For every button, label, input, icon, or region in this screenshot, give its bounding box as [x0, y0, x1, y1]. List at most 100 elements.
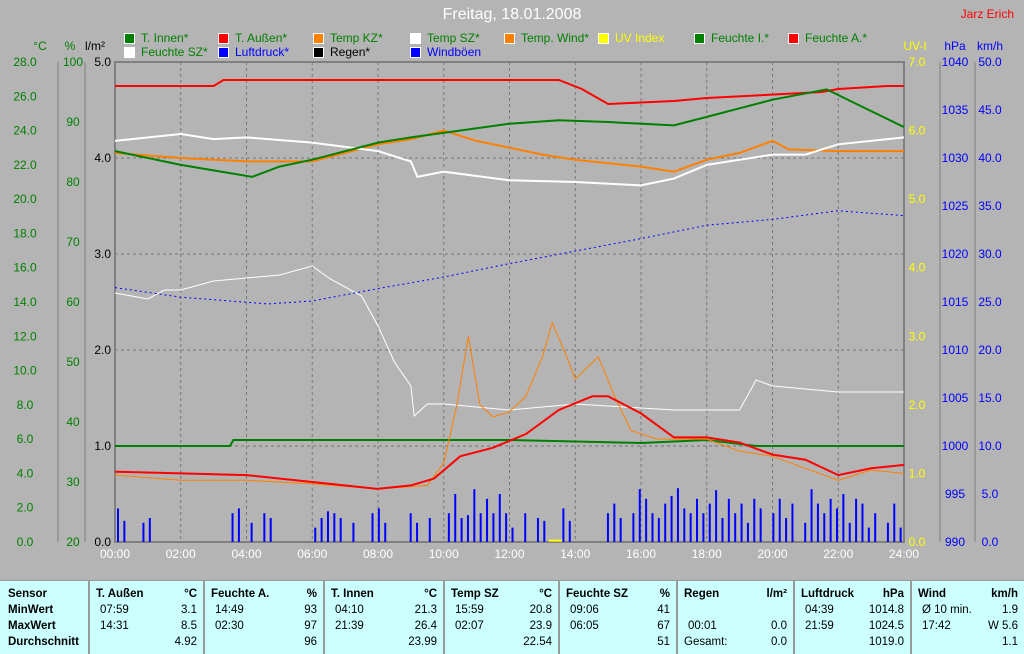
chart: 00:00 02:00 04:00 06:00 08:00 10:00 12:00 14:00…: [13, 39, 1003, 561]
axis-tick-label: 14.0: [13, 295, 37, 309]
axis-tick-label: 1.0: [94, 439, 111, 453]
x-tick-label: 16:00: [626, 547, 656, 561]
axis-tick-label: 26.0: [13, 89, 37, 103]
axis-tick-label: 1000: [942, 439, 969, 453]
legend-swatch-icon: [218, 46, 229, 58]
windboeen-bar: [829, 498, 832, 542]
windboeen-bar: [123, 520, 126, 542]
windboeen-bar: [606, 513, 609, 542]
axis-tick-label: 20.0: [13, 192, 37, 206]
min-value: 20.8: [529, 604, 552, 616]
windboeen-bar: [352, 522, 355, 542]
max-time: 14:31: [100, 620, 129, 632]
windboeen-bar: [836, 508, 839, 542]
axis-tick-label: 40.0: [978, 151, 1002, 165]
windboeen-bar: [454, 494, 457, 542]
x-tick-label: 10:00: [429, 547, 459, 561]
row-label: MaxWert: [8, 620, 56, 632]
column-unit: %: [306, 588, 317, 600]
axis-tick-label: 80: [66, 175, 80, 189]
legend-item[interactable]: Windböen: [410, 45, 481, 59]
axis-tick-label: 2.0: [909, 398, 926, 412]
axis-tick-label: 1005: [942, 391, 969, 405]
windboeen-bar: [734, 513, 737, 542]
series-line-temp-sz: [114, 132, 905, 187]
axis-tick-label: 5.0: [982, 487, 999, 501]
axis-tick-label: 50: [66, 355, 80, 369]
min-value: 1.9: [1002, 604, 1018, 616]
windboeen-bar: [409, 513, 412, 542]
windboeen-bar: [816, 503, 819, 542]
axis-tick-label: 1040: [942, 55, 969, 69]
legend-item[interactable]: Regen*: [313, 45, 370, 59]
legend-item[interactable]: T. Innen*: [124, 31, 188, 45]
windboeen-bar: [524, 513, 527, 542]
windboeen-bar: [759, 508, 762, 542]
max-time: 21:39: [335, 620, 364, 632]
max-time: 02:07: [455, 620, 484, 632]
windboeen-bar: [237, 508, 240, 542]
column-name: T. Außen: [96, 588, 144, 600]
legend-item[interactable]: UV Index: [598, 31, 664, 45]
legend-item[interactable]: Temp KZ*: [313, 31, 383, 45]
x-tick-label: 04:00: [231, 547, 261, 561]
column-name: Luftdruck: [801, 588, 855, 600]
axis-tick-label: 4.0: [94, 151, 111, 165]
windboeen-bar: [371, 513, 374, 542]
windboeen-bar: [536, 518, 539, 542]
column-name: Temp SZ: [451, 588, 499, 600]
stats-column: Temp SZ °C 15:59 20.8 02:07 23.9 22.54: [445, 581, 560, 654]
min-time: 15:59: [455, 604, 484, 616]
windboeen-bar: [727, 498, 730, 542]
axis-tick-label: 20: [66, 535, 80, 549]
legend-swatch-icon: [694, 32, 705, 44]
windboeen-bar: [645, 498, 648, 542]
min-value: 1014.8: [868, 604, 904, 616]
stats-column: Feuchte SZ% 09:06 41 06:05 67 51: [560, 581, 678, 654]
legend-item[interactable]: T. Außen*: [218, 31, 287, 45]
windboeen-bar: [333, 513, 336, 542]
legend-item[interactable]: Feuchte SZ*: [124, 45, 208, 59]
windboeen-bar: [231, 513, 234, 542]
windboeen-bar: [842, 494, 845, 542]
row-label: Sensor: [8, 588, 47, 600]
legend-item[interactable]: Luftdruck*: [218, 45, 289, 59]
avg-value: 0.0: [771, 636, 787, 648]
axis-tick-label: 1035: [942, 103, 969, 117]
windboeen-bar: [117, 508, 119, 542]
min-value: 41: [657, 604, 670, 616]
legend-swatch-icon: [788, 32, 799, 44]
windboeen-bar: [416, 522, 419, 542]
windboeen-bar: [746, 522, 749, 542]
legend-item[interactable]: Feuchte I.*: [694, 31, 769, 45]
max-time: 17:42: [922, 620, 951, 632]
x-tick-label: 00:00: [100, 547, 130, 561]
axis-tick-label: 90: [66, 115, 80, 129]
axis-tick-label: 1025: [942, 199, 969, 213]
legend-swatch-icon: [410, 32, 421, 44]
avg-value: 1.1: [1002, 636, 1018, 648]
chart-title: Freitag, 18.01.2008: [442, 6, 582, 23]
windboeen-bar: [899, 527, 902, 542]
stats-table: Sensor MinWert MaxWert Durchschnitt T. Außen…: [0, 580, 1024, 654]
windboeen-bar: [651, 513, 654, 542]
windboeen-bar: [893, 503, 896, 542]
axis-tick-label: 10.0: [13, 364, 37, 378]
windboeen-bar: [740, 503, 743, 542]
column-name: Feuchte A.: [211, 588, 270, 600]
series-line-feuchte-sz: [114, 265, 904, 418]
legend-item[interactable]: Temp SZ*: [410, 31, 480, 45]
legend-swatch-icon: [410, 46, 421, 58]
axis-tick-label: 22.0: [13, 158, 37, 172]
windboeen-bar: [619, 518, 622, 542]
min-time: 14:49: [215, 604, 244, 616]
axis-tick-label: 0.0: [909, 535, 926, 549]
legend-item[interactable]: Feuchte A.*: [788, 31, 867, 45]
windboeen-bar: [696, 498, 699, 542]
max-value: 67: [657, 620, 670, 632]
avg-value: 1019.0: [868, 636, 904, 648]
legend-item[interactable]: Temp. Wind*: [504, 31, 589, 45]
max-time: 00:01: [688, 620, 717, 632]
stats-column: Wind km/h Ø 10 min. 1.9 17:42 W 5.6 1.1: [912, 581, 1024, 654]
column-unit: %: [659, 588, 670, 600]
